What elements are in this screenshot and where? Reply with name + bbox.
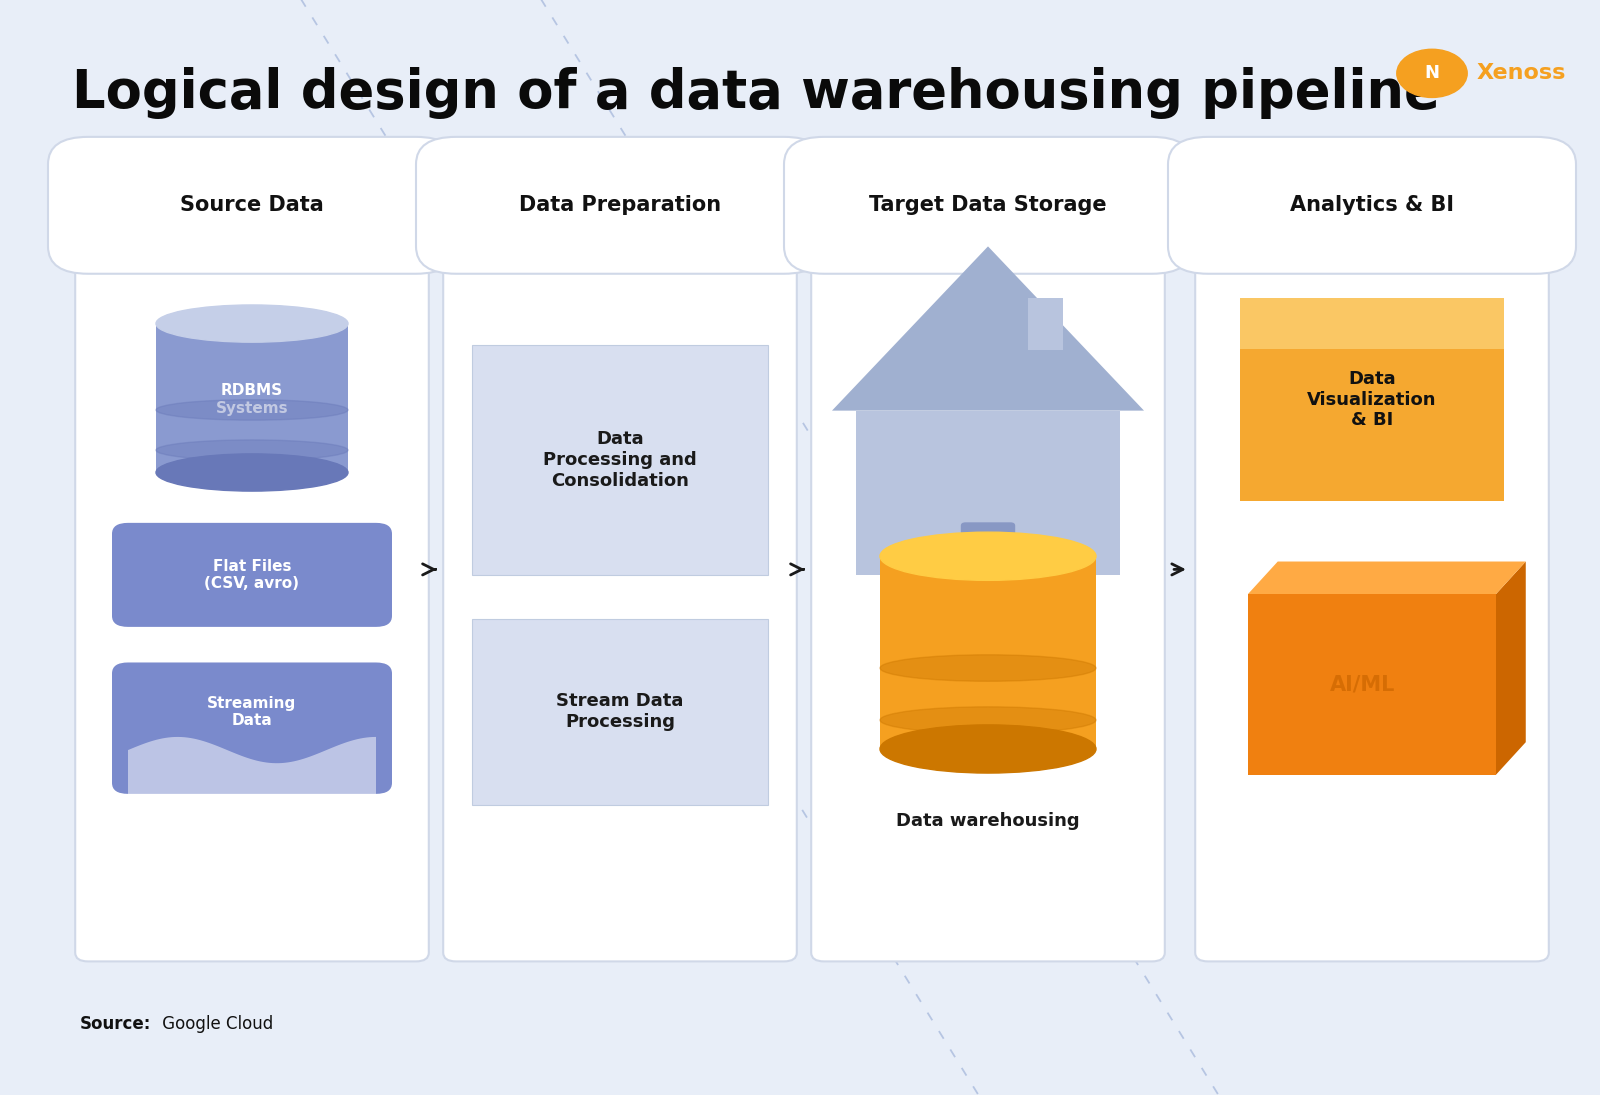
Text: Data
Processing and
Consolidation: Data Processing and Consolidation	[542, 430, 698, 489]
Text: Xenoss: Xenoss	[1477, 64, 1566, 83]
FancyBboxPatch shape	[443, 254, 797, 961]
FancyBboxPatch shape	[1240, 298, 1504, 349]
Text: Target Data Storage: Target Data Storage	[869, 195, 1107, 216]
Text: Data
Visualization
& BI: Data Visualization & BI	[1307, 370, 1437, 429]
Text: Data Preparation: Data Preparation	[518, 195, 722, 216]
Text: Source:: Source:	[80, 1015, 152, 1033]
Circle shape	[1397, 49, 1467, 97]
FancyBboxPatch shape	[48, 137, 456, 274]
Ellipse shape	[880, 532, 1096, 580]
Text: Logical design of a data warehousing pipeline: Logical design of a data warehousing pip…	[72, 67, 1440, 119]
Text: Google Cloud: Google Cloud	[157, 1015, 274, 1033]
Polygon shape	[1248, 562, 1526, 593]
FancyBboxPatch shape	[1027, 298, 1064, 350]
Text: AI/ML: AI/ML	[1330, 675, 1395, 694]
FancyBboxPatch shape	[112, 662, 392, 794]
Polygon shape	[128, 737, 376, 805]
FancyBboxPatch shape	[75, 254, 429, 961]
Polygon shape	[1496, 562, 1526, 775]
FancyBboxPatch shape	[416, 137, 824, 274]
Text: Flat Files
(CSV, avro): Flat Files (CSV, avro)	[205, 558, 299, 591]
Text: Source Data: Source Data	[181, 195, 323, 216]
Ellipse shape	[157, 453, 349, 491]
FancyBboxPatch shape	[1248, 593, 1496, 775]
Ellipse shape	[880, 707, 1096, 734]
Text: N: N	[1424, 65, 1440, 82]
FancyBboxPatch shape	[784, 137, 1192, 274]
Text: Analytics & BI: Analytics & BI	[1290, 195, 1454, 216]
Ellipse shape	[157, 440, 349, 460]
Polygon shape	[832, 246, 1144, 411]
Text: Data warehousing: Data warehousing	[896, 812, 1080, 830]
Text: RDBMS
Systems: RDBMS Systems	[216, 383, 288, 416]
FancyBboxPatch shape	[880, 556, 1096, 749]
Ellipse shape	[880, 655, 1096, 681]
FancyBboxPatch shape	[1168, 137, 1576, 274]
FancyBboxPatch shape	[811, 254, 1165, 961]
FancyBboxPatch shape	[112, 523, 392, 626]
Ellipse shape	[157, 304, 349, 342]
FancyBboxPatch shape	[472, 619, 768, 805]
FancyBboxPatch shape	[960, 522, 1016, 578]
FancyBboxPatch shape	[1195, 254, 1549, 961]
Text: Stream Data
Processing: Stream Data Processing	[557, 692, 683, 731]
Polygon shape	[856, 411, 1120, 575]
Ellipse shape	[157, 400, 349, 420]
FancyBboxPatch shape	[1240, 298, 1504, 502]
FancyBboxPatch shape	[157, 324, 349, 473]
Ellipse shape	[880, 725, 1096, 773]
Text: Streaming
Data: Streaming Data	[208, 695, 296, 728]
FancyBboxPatch shape	[472, 345, 768, 575]
